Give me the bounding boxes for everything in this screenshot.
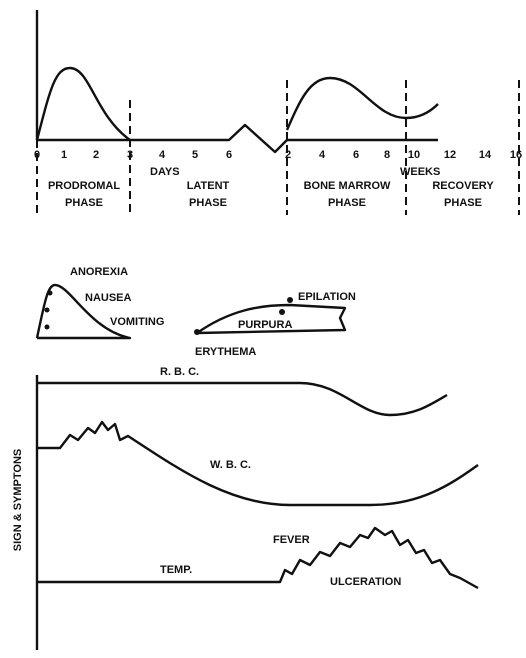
phase-label: BONE MARROW (304, 180, 391, 192)
skin-symptoms (195, 303, 347, 335)
label: TEMP. (160, 564, 192, 576)
tick-label: 5 (192, 149, 198, 161)
dot (44, 307, 50, 313)
marrow-curve (285, 76, 439, 131)
tick-label: 2 (285, 149, 291, 161)
axis-label: DAYS (150, 166, 180, 178)
prodromal-curve (35, 66, 131, 141)
prodromal-symptoms (35, 283, 132, 340)
phase-label: PRODROMAL (48, 180, 120, 192)
phase-label: PHASE (444, 197, 482, 209)
tick-label: 2 (93, 149, 99, 161)
label: W. B. C. (210, 459, 251, 471)
dot (194, 329, 200, 335)
tick-label: 8 (384, 149, 390, 161)
time-axis (37, 123, 438, 154)
tick-label: 16 (510, 149, 522, 161)
tick-label: 6 (226, 149, 232, 161)
label: VOMITING (110, 316, 164, 328)
tick-label: 4 (319, 149, 326, 161)
top-panel: 0 1 2 3 4 5 6 2 4 6 8 10 12 14 16 DAYS WEEKS PRODROMAL… (34, 10, 522, 215)
phase-label: PHASE (65, 197, 103, 209)
label: ANOREXIA (70, 266, 128, 278)
tick-label: 4 (159, 149, 166, 161)
phase-label: PHASE (189, 197, 227, 209)
tick-label: 6 (353, 149, 359, 161)
dot (287, 297, 293, 303)
rbc-curve (37, 381, 448, 417)
phase-label: PHASE (328, 197, 366, 209)
tick-label: 14 (479, 149, 492, 161)
tick-label: 12 (444, 149, 456, 161)
phase-label: RECOVERY (432, 180, 494, 192)
dot (44, 324, 50, 330)
temp-curve (37, 526, 479, 590)
axis-label: WEEKS (400, 166, 440, 178)
label: ERYTHEMA (195, 346, 256, 358)
tick-label: 10 (408, 149, 420, 161)
tick-label: 3 (127, 149, 133, 161)
label: FEVER (273, 534, 310, 546)
tick-label: 1 (61, 149, 67, 161)
label: PURPURA (238, 319, 292, 331)
phase-label: LATENT (187, 180, 230, 192)
label: EPILATION (298, 291, 356, 303)
label: ULCERATION (330, 576, 401, 588)
y-axis-label: SIGN & SYMPTONS (12, 449, 24, 551)
tick-label: 0 (34, 149, 40, 161)
label: NAUSEA (85, 292, 132, 304)
dot (279, 309, 285, 315)
wbc-curve (37, 420, 479, 507)
bottom-panel: SIGN & SYMPTONS ANOREXIA NAUSEA VOMITING… (12, 266, 479, 650)
label: R. B. C. (160, 366, 199, 378)
dot (47, 290, 53, 296)
